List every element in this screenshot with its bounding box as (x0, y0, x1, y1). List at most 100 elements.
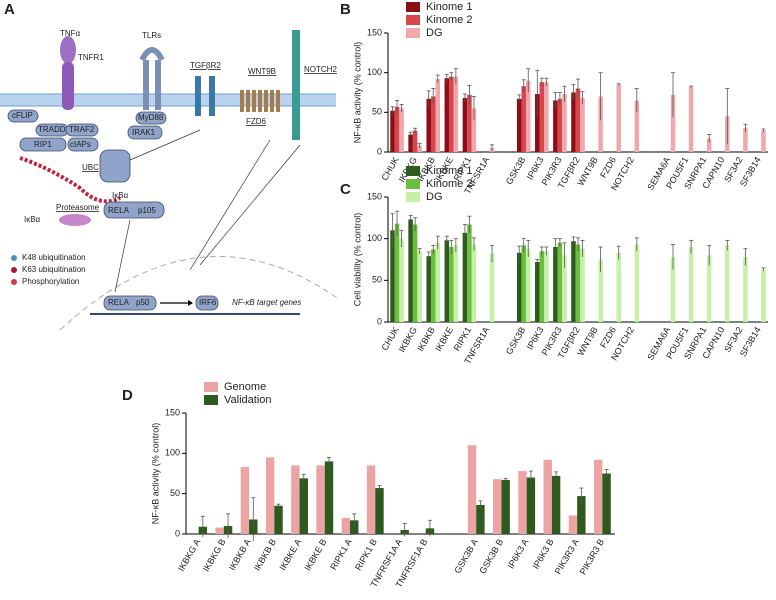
bar (634, 100, 640, 152)
bar (516, 98, 522, 152)
bar (761, 269, 766, 322)
bar (557, 242, 563, 322)
y-tick-label: 100 (367, 67, 382, 77)
legend-label: Kinome 1 (426, 165, 472, 177)
ikk-complex (99, 149, 131, 183)
y-axis-label: NF-κB activity (% control) (352, 42, 362, 144)
node (103, 201, 165, 219)
bar (366, 465, 376, 534)
panel-letter: D (122, 387, 133, 404)
legend-label: Validation (224, 394, 272, 406)
legend-swatch (406, 15, 420, 25)
y-tick-label: 150 (165, 407, 180, 417)
bar (394, 223, 400, 322)
diagram-label: p105 (138, 206, 156, 215)
bar (399, 238, 404, 322)
bar (399, 108, 404, 152)
nucleus-envelope (59, 256, 341, 331)
node (127, 125, 163, 140)
x-tick-label: IP6K3 A (506, 537, 531, 570)
bar (471, 108, 477, 152)
receptor (195, 76, 215, 116)
x-tick-label: IKBKG B (201, 537, 228, 573)
bar (706, 255, 712, 322)
diagram-label: TNFα (60, 29, 81, 38)
y-tick-label: 50 (372, 275, 382, 285)
bar (688, 247, 694, 322)
bar (562, 255, 567, 322)
x-tick-label: IKBKB B (252, 537, 278, 572)
bar (476, 504, 485, 534)
bar (467, 94, 472, 152)
bar (670, 257, 676, 322)
diagram-label: Proteasome (56, 203, 100, 212)
bar (577, 496, 586, 534)
bar (274, 505, 283, 534)
y-tick-label: 0 (377, 316, 382, 326)
x-tick-label: IKBKB A (227, 537, 253, 572)
bar (602, 473, 611, 534)
bar (568, 515, 578, 534)
x-tick-label: PIK3R3 A (553, 537, 581, 576)
legend-label: Kinome 2 (426, 178, 472, 190)
legend-swatch (406, 179, 420, 189)
bar (634, 244, 640, 322)
bar (430, 96, 436, 152)
bar (575, 244, 581, 322)
x-tick-label: GSK3B A (452, 537, 480, 575)
bar (265, 457, 275, 534)
bar (449, 76, 454, 152)
node (67, 137, 99, 152)
y-tick-label: 100 (165, 448, 180, 458)
bar (408, 134, 413, 152)
bar (471, 244, 477, 322)
node (19, 137, 67, 152)
panel-letter: A (4, 1, 15, 18)
ubiquitin-chain (19, 156, 121, 204)
y-tick-label: 0 (377, 146, 382, 156)
bar (743, 128, 748, 152)
bar (426, 98, 431, 152)
diagram-label: IRAK1 (132, 128, 156, 137)
diagram-legend: K63 ubiquitination (22, 265, 86, 274)
proteasome (59, 214, 91, 226)
bar (350, 520, 359, 534)
bar (518, 471, 527, 534)
receptor (139, 47, 165, 110)
diagram-label: WNT9B (248, 67, 276, 76)
y-axis-label: NF-κB activity (% control) (150, 423, 160, 525)
bar (412, 130, 418, 152)
bar (341, 517, 351, 534)
arrow (189, 139, 271, 271)
diagram-label: p50 (136, 298, 150, 307)
panel-letter: C (340, 181, 351, 198)
diagram-label: IκBα (24, 215, 41, 224)
legend-swatch (406, 2, 420, 12)
diagram-label: TNFR1 (78, 53, 104, 62)
legend-dot (11, 267, 17, 273)
bar (444, 78, 450, 152)
bar (521, 245, 526, 322)
bar (616, 84, 621, 152)
bar (390, 230, 395, 322)
diagram-label: RIP1 (34, 140, 52, 149)
pathway-diagram: TNFα TNFR1 TLRs TGFβR2 WNT9B FZD6 NOTCH2… (0, 29, 341, 331)
bar (670, 94, 676, 152)
bar (688, 86, 694, 152)
bar (467, 445, 477, 534)
diagram-label: cFLIP (12, 111, 33, 120)
bar (215, 527, 224, 534)
diagram-label: RELA (108, 298, 130, 307)
arrow (129, 129, 201, 161)
bar (539, 251, 545, 322)
diagram-label: TRADD (38, 125, 66, 134)
bar (426, 256, 431, 322)
legend-label: Kinome 2 (426, 14, 472, 26)
x-tick-label: IKBKE B (302, 537, 328, 572)
bar (462, 98, 468, 152)
ligand (60, 36, 76, 64)
diagram-label: MyD88 (138, 113, 164, 122)
bar (449, 247, 454, 322)
node (103, 295, 157, 311)
